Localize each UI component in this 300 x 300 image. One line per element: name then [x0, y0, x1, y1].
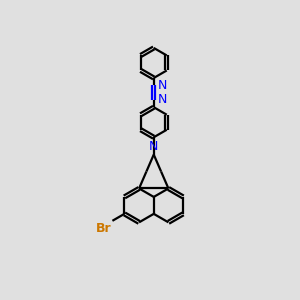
- Text: N: N: [149, 140, 158, 153]
- Text: N: N: [158, 79, 167, 92]
- Text: Br: Br: [96, 222, 112, 235]
- Text: N: N: [158, 93, 167, 106]
